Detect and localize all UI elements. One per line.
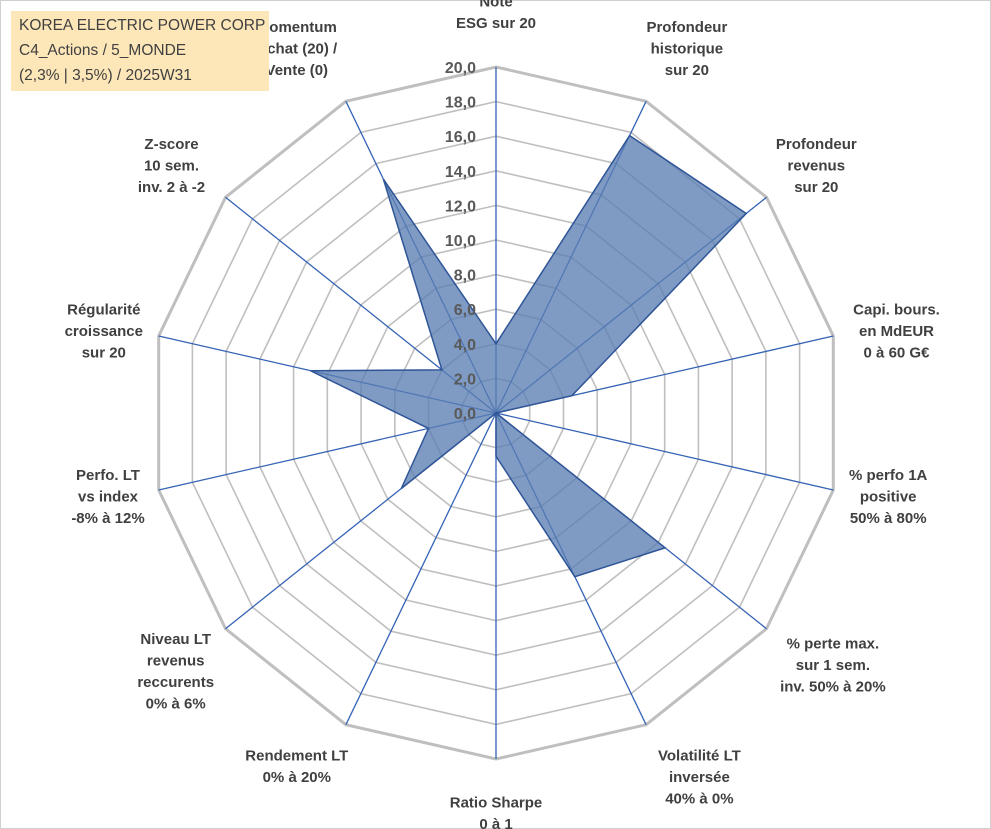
axis-label: Perfo. LT vs index -8% à 12% [71,467,144,527]
axis-labels: Note ESG sur 20 Profondeur historique sur 20… [65,0,940,829]
tick-label: 20,0 [445,60,476,77]
axis-label: Capi. bours. en MdEUR 0 à 60 G€ [853,302,940,362]
axis-label: Momentum Achat (20) / Vente (0) [256,19,338,79]
tick-label: 16,0 [445,129,476,146]
title-params: (2,3% | 3,5%) / 2025W31 [19,67,192,84]
axis-label: Profondeur revenus sur 20 [776,136,857,196]
tick-label: 4,0 [454,337,476,354]
tick-label: 12,0 [445,198,476,215]
tick-label: 14,0 [445,164,476,181]
radial-tick-labels: 0,0 2,0 4,0 6,0 8,0 10,0 12,0 14,0 16,0 18,0 20,0 [445,60,476,423]
chart-title-box: KOREA ELECTRIC POWER CORP C4_Actions / 5… [11,11,269,91]
tick-label: 6,0 [454,302,476,319]
axis-label: Profondeur historique sur 20 [646,19,727,79]
radar-series [310,134,748,578]
tick-label: 2,0 [454,371,476,388]
series-area [310,134,748,578]
axis-label: Note ESG sur 20 [456,0,536,32]
title-category: C4_Actions / 5_MONDE [19,42,187,59]
axis-label: Rendement LT 0% à 20% [245,748,348,787]
axis-label: % perfo 1A positive 50% à 80% [849,467,928,527]
axis-label: % perte max. sur 1 sem. inv. 50% à 20% [780,636,886,696]
axis-spoke [495,412,834,491]
tick-label: 0,0 [454,406,476,423]
tick-label: 10,0 [445,233,476,250]
axis-spoke [345,412,497,725]
tick-label: 8,0 [454,268,476,285]
axis-label: Niveau LT revenus reccurents 0% à 6% [137,631,214,713]
title-company: KOREA ELECTRIC POWER CORP [19,17,266,34]
axis-label: Ratio Sharpe 0 à 1 [450,795,543,829]
tick-label: 18,0 [445,95,476,112]
axis-label: Régularité croissance sur 20 [65,302,143,362]
axis-label: Volatilité LT inversée 40% à 0% [658,748,741,808]
axis-label: Z-score 10 sem. inv. 2 à -2 [138,136,205,196]
